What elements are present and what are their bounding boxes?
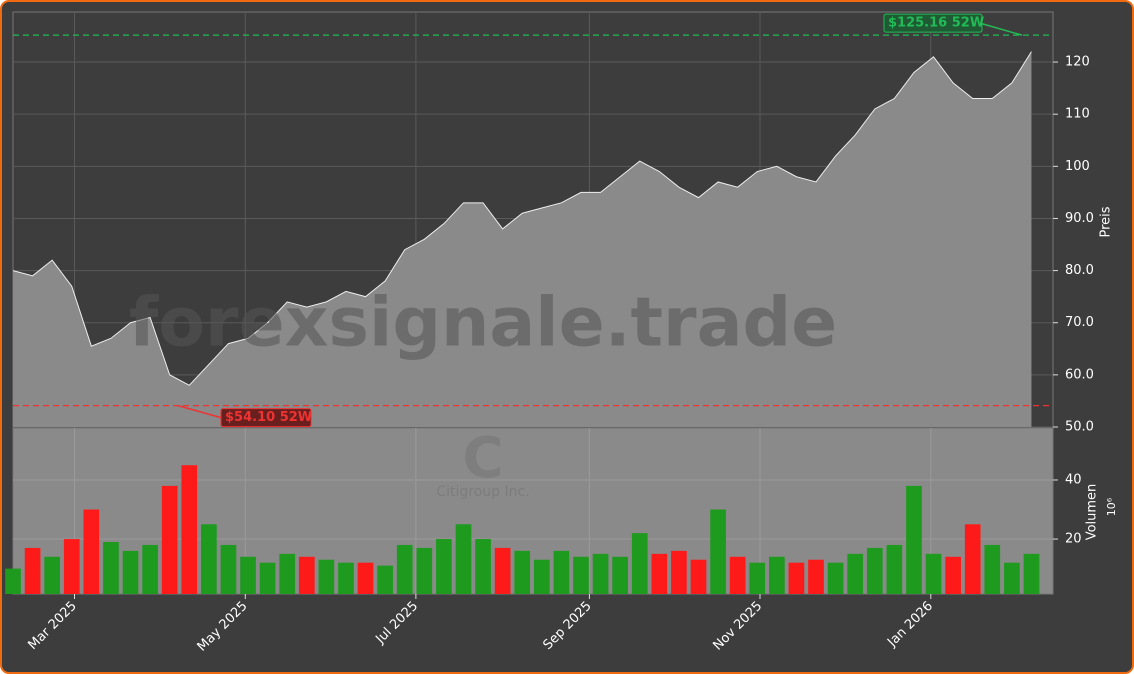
- volume-bar: [592, 553, 609, 594]
- y-tick-label: 120: [1065, 55, 1090, 70]
- volume-bar: [533, 559, 550, 594]
- volume-bar: [318, 559, 335, 594]
- volume-bar: [201, 524, 217, 594]
- volume-axis-label: Volumen: [1085, 484, 1100, 541]
- watermark: forexsignale.trade: [129, 284, 838, 363]
- volume-bar: [945, 556, 961, 594]
- volume-bar: [1004, 562, 1020, 594]
- volume-bar: [514, 550, 531, 594]
- volume-bar: [161, 485, 178, 594]
- watermark: Citigroup Inc.: [436, 484, 529, 500]
- volume-bar: [396, 544, 413, 594]
- volume-bar: [494, 547, 511, 594]
- volume-bar: [827, 562, 844, 594]
- volume-bar: [240, 556, 256, 594]
- volume-bar: [181, 465, 198, 594]
- annotation-box: [220, 408, 312, 428]
- annotation-box: [883, 13, 983, 33]
- price-area: [13, 51, 1032, 428]
- volume-bar: [298, 556, 315, 594]
- volume-bar: [553, 550, 570, 594]
- volume-multiplier: 10⁶: [1105, 497, 1118, 516]
- volume-bar: [83, 509, 100, 594]
- volume-bar: [866, 547, 883, 594]
- volume-bar: [690, 559, 707, 594]
- volume-bar: [671, 550, 687, 594]
- volume-bar: [24, 547, 41, 594]
- volume-bar: [729, 556, 746, 594]
- volume-bar: [612, 556, 628, 594]
- price-line: [12, 51, 1032, 386]
- volume-bar: [44, 556, 61, 594]
- watermark: C: [462, 426, 503, 491]
- volume-bar: [338, 562, 354, 594]
- annotation-arrow: [177, 404, 222, 419]
- y-tick-label: 50.0: [1065, 420, 1094, 435]
- volume-bar: [925, 553, 942, 594]
- y-tick-label: 70.0: [1065, 315, 1094, 330]
- volume-bar: [259, 562, 276, 594]
- volume-bar: [984, 544, 1001, 594]
- volume-bar: [749, 562, 766, 594]
- y-tick-label: 20: [1065, 532, 1082, 547]
- volume-bar: [455, 524, 472, 594]
- volume-bar: [122, 550, 139, 594]
- volume-bar: [631, 533, 648, 594]
- volume-bar: [847, 553, 864, 594]
- annotation-arrow: [979, 22, 1023, 36]
- volume-bar: [142, 544, 158, 594]
- volume-bar: [906, 485, 922, 594]
- volume-bar: [103, 542, 119, 594]
- volume-bar: [769, 556, 785, 594]
- volume-bar: [651, 553, 668, 594]
- volume-bar: [1023, 553, 1040, 594]
- y-axis-label: Preis: [1099, 206, 1114, 237]
- volume-bar: [886, 544, 903, 594]
- annotation-label: $54.10 52W: [225, 410, 312, 425]
- y-tick-label: 40: [1065, 472, 1082, 487]
- volume-bar: [279, 553, 296, 594]
- volume-bar: [357, 562, 374, 594]
- y-tick-label: 110: [1065, 107, 1090, 122]
- y-tick-label: 60.0: [1065, 367, 1094, 382]
- volume-bar: [710, 509, 726, 594]
- volume-bar: [436, 539, 452, 594]
- volume-bar: [475, 539, 491, 594]
- volume-bar: [377, 565, 393, 594]
- volume-bar: [788, 562, 805, 594]
- volume-bar: [573, 556, 589, 594]
- volume-bar: [964, 524, 981, 594]
- y-tick-label: 90.0: [1065, 211, 1094, 226]
- volume-bar: [5, 568, 21, 594]
- volume-bar: [220, 544, 237, 594]
- volume-bar: [808, 559, 824, 594]
- y-tick-label: 80.0: [1065, 263, 1094, 278]
- volume-bar: [63, 539, 80, 594]
- annotation-label: $125.16 52W: [888, 16, 984, 31]
- y-tick-label: 100: [1065, 159, 1090, 174]
- volume-bar: [416, 547, 433, 594]
